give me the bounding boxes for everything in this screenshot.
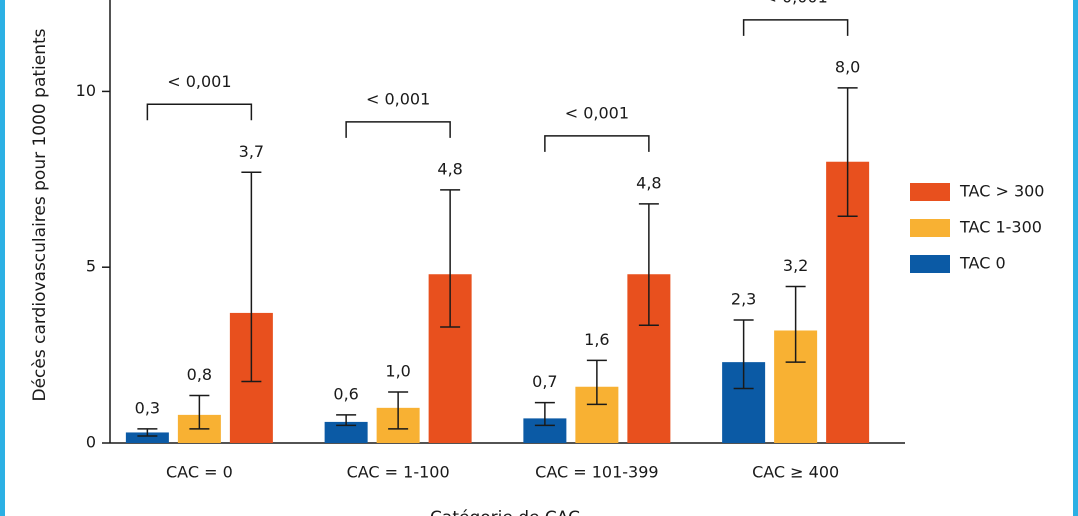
error-bar: [440, 189, 461, 328]
x-tick-label: CAC = 0: [166, 463, 233, 482]
x-tick-label: CAC ≥ 400: [752, 463, 839, 482]
value-label: 0,7: [532, 372, 557, 391]
bracket: [146, 103, 253, 121]
border-left: [0, 0, 5, 516]
legend-label: TAC > 300: [959, 182, 1044, 201]
bracket: [544, 135, 650, 152]
legend-label: TAC 1-300: [959, 218, 1042, 237]
p-value: < 0,001: [763, 0, 827, 6]
value-label: 3,7: [239, 142, 264, 161]
legend-swatch: [910, 255, 950, 273]
error-bar: [241, 171, 262, 383]
error-bar: [733, 319, 754, 390]
value-label: 3,2: [783, 256, 808, 275]
error-bar: [586, 359, 607, 406]
error-bar: [638, 203, 659, 326]
p-value: < 0,001: [565, 103, 629, 122]
value-label: 0,6: [333, 384, 358, 403]
p-value: < 0,001: [167, 72, 231, 91]
value-label: 4,8: [636, 173, 661, 192]
bracket: [742, 19, 849, 36]
bracket: [345, 121, 451, 138]
error-bar: [785, 285, 806, 363]
y-tick-label: 10: [76, 81, 96, 100]
y-axis-label: Décès cardiovasculaires pour 1000 patien…: [30, 28, 50, 401]
value-label: 2,3: [731, 289, 756, 308]
x-tick-label: CAC = 1-100: [347, 463, 450, 482]
error-bar: [388, 391, 409, 430]
bar: [125, 432, 169, 443]
value-label: 1,6: [584, 330, 609, 349]
error-bar: [534, 401, 555, 427]
y-tick-label: 0: [86, 433, 96, 452]
p-value: < 0,001: [366, 89, 430, 108]
y-tick-label: 5: [86, 257, 96, 276]
legend-swatch: [910, 183, 950, 201]
value-label: 0,3: [135, 398, 160, 417]
error-bar: [137, 428, 158, 437]
value-label: 8,0: [835, 57, 860, 76]
value-label: 0,8: [187, 365, 212, 384]
error-bar: [336, 414, 357, 427]
bar: [324, 421, 368, 443]
error-bar: [189, 394, 210, 430]
legend-label: TAC 0: [959, 254, 1006, 273]
border-right: [1073, 0, 1078, 516]
x-axis-label: Catégorie de CAC: [430, 508, 580, 516]
value-label: 1,0: [385, 362, 410, 381]
x-tick-label: CAC = 101-399: [535, 463, 658, 482]
value-label: 4,8: [437, 159, 462, 178]
error-bar: [837, 87, 858, 217]
legend-swatch: [910, 219, 950, 237]
